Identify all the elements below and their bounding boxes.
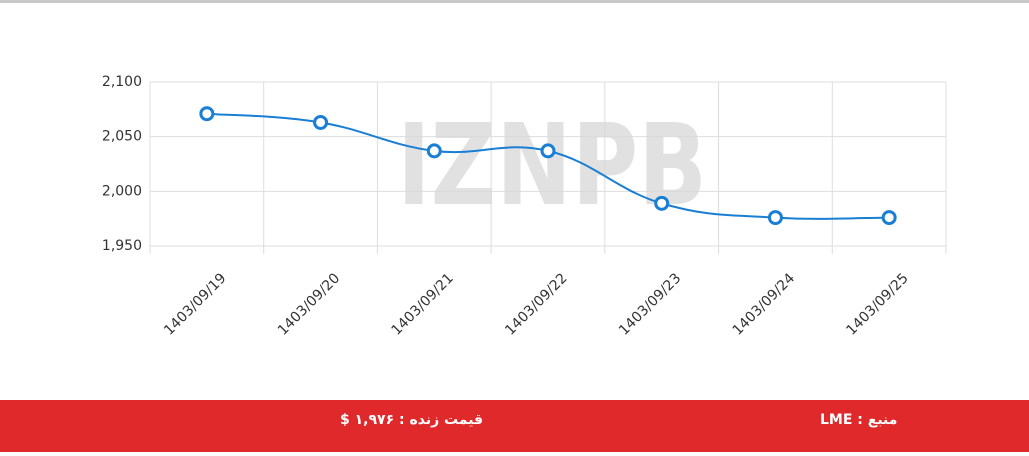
x-tick-label: 1403/09/23	[616, 270, 684, 338]
point	[199, 106, 215, 122]
y-tick-label: 1,950	[102, 238, 142, 254]
x-tick-label: 1403/09/21	[389, 270, 457, 338]
watermark: IZNPB	[397, 101, 707, 231]
point	[313, 114, 329, 130]
point	[767, 210, 783, 226]
plot	[149, 81, 947, 254]
x-tick-label: 1403/09/24	[730, 270, 798, 338]
y-tick-label: 2,000	[102, 183, 142, 199]
footer-bar	[0, 400, 1029, 452]
point	[881, 210, 897, 226]
x-tick-label: 1403/09/22	[502, 270, 570, 338]
x-tick-label: 1403/09/25	[843, 270, 911, 338]
y-tick-label: 2,050	[102, 129, 142, 145]
x-tick-label: 1403/09/20	[275, 270, 343, 338]
top-border	[0, 0, 1029, 3]
y-tick-label: 2,100	[102, 74, 142, 90]
footer-live-price: قیمت زنده : ۱,۹۷۶ $	[340, 412, 483, 428]
x-tick-label: 1403/09/19	[161, 270, 229, 338]
footer-source: منبع : LME	[820, 412, 897, 428]
point	[540, 143, 556, 159]
point	[654, 195, 670, 211]
watermark-group: IZNPB	[397, 101, 707, 231]
point	[426, 143, 442, 159]
